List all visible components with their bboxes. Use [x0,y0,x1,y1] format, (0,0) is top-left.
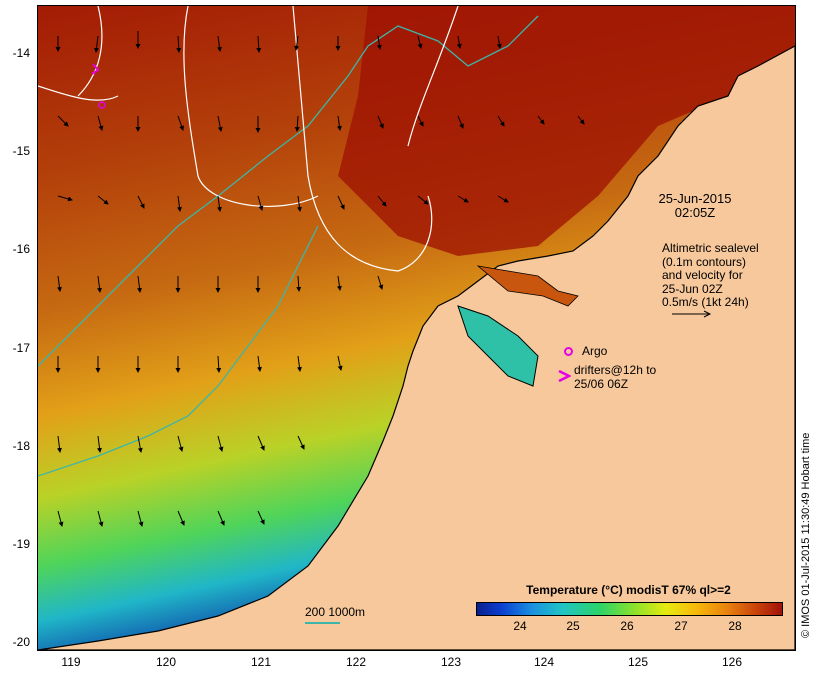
lon-tick-label: 121 [250,655,272,669]
altimetry-line: (0.1m contours) [662,254,747,269]
map-time: 02:05Z [674,204,716,220]
altimetry-line: Altimetric sealevel [662,241,759,255]
gulf-water [457,305,539,387]
sst-map-canvas [38,6,795,650]
lat-tick-label: -18 [12,439,30,453]
argo-legend-icon [564,347,573,356]
lon-tick-label: 120 [155,655,177,669]
sealevel-contour [77,6,103,97]
lat-tick-label: -16 [12,242,30,256]
lat-tick-label: -15 [12,144,30,158]
isobath-legend-line [305,622,340,624]
map-date: 25-Jun-2015 [658,191,732,206]
colorbar-tick: 26 [620,619,634,633]
depth-legend-label: 200 1000m [305,605,366,619]
warm-pool [338,6,795,256]
colorbar-tick: 25 [566,619,580,633]
velocity-scale-arrow-icon [672,310,712,318]
sst-map[interactable] [37,5,796,651]
drifters-line: 25/06 06Z [574,376,629,391]
colorbar-title: Temperature (°C) modisT 67% ql>=2 [526,583,731,597]
drifter-track-marker [91,63,100,75]
land-area [38,45,795,650]
lon-tick-label: 125 [627,655,649,669]
isobath-line [38,15,539,367]
altimetry-legend: Altimetric sealevel (0.1m contours) and … [662,241,759,310]
drifters-line: drifters@12h to [574,363,657,377]
lat-tick-label: -14 [12,46,30,60]
lon-tick-label: 123 [440,655,462,669]
lon-tick-label: 126 [721,655,743,669]
lon-tick-label: 119 [61,655,81,669]
temperature-colorbar [476,602,783,616]
credit-text: © IMOS 01-Jul-2015 11:30:49 Hobart time [800,432,812,638]
lat-tick-label: -17 [12,341,30,355]
velocity-arrows [55,31,585,527]
lat-tick-label: -20 [12,635,30,649]
altimetry-line: and velocity for [662,268,743,282]
lon-tick-label: 122 [345,655,367,669]
colorbar-tick: 28 [728,619,742,633]
colorbar-tick: 27 [674,619,688,633]
argo-float-marker [98,101,106,109]
colorbar-tick: 24 [513,619,527,633]
map-date-time: 25-Jun-2015 02:05Z [650,192,740,219]
drifter-legend-icon [558,370,571,382]
argo-label: Argo [582,344,608,358]
lon-tick-label: 124 [533,655,555,669]
lat-tick-label: -19 [12,537,30,551]
drifters-legend: drifters@12h to 25/06 06Z [574,363,657,391]
altimetry-line: 25-Jun 02Z [662,281,723,296]
altimetry-line: 0.5m/s (1kt 24h) [662,295,749,309]
